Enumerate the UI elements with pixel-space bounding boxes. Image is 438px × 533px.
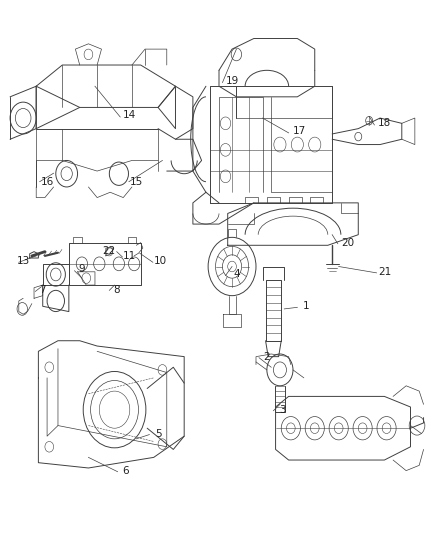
Text: 4: 4 — [233, 270, 240, 279]
Text: 17: 17 — [293, 126, 306, 136]
Text: 1: 1 — [303, 301, 309, 311]
Text: 9: 9 — [78, 264, 85, 274]
Text: 20: 20 — [341, 238, 354, 248]
Text: 19: 19 — [226, 76, 239, 86]
Text: 3: 3 — [279, 405, 286, 415]
Text: 11: 11 — [123, 251, 136, 261]
Text: 6: 6 — [122, 466, 129, 475]
Text: 22: 22 — [102, 246, 116, 256]
Text: 2: 2 — [264, 352, 270, 361]
Text: 18: 18 — [378, 118, 391, 128]
Text: 8: 8 — [113, 285, 120, 295]
Text: 15: 15 — [130, 176, 143, 187]
Text: 5: 5 — [155, 429, 161, 439]
Text: 13: 13 — [17, 256, 30, 266]
Text: 7: 7 — [39, 285, 46, 295]
Text: 10: 10 — [154, 256, 167, 266]
Text: 21: 21 — [378, 267, 391, 277]
Text: 14: 14 — [123, 110, 136, 120]
Text: 16: 16 — [40, 176, 54, 187]
